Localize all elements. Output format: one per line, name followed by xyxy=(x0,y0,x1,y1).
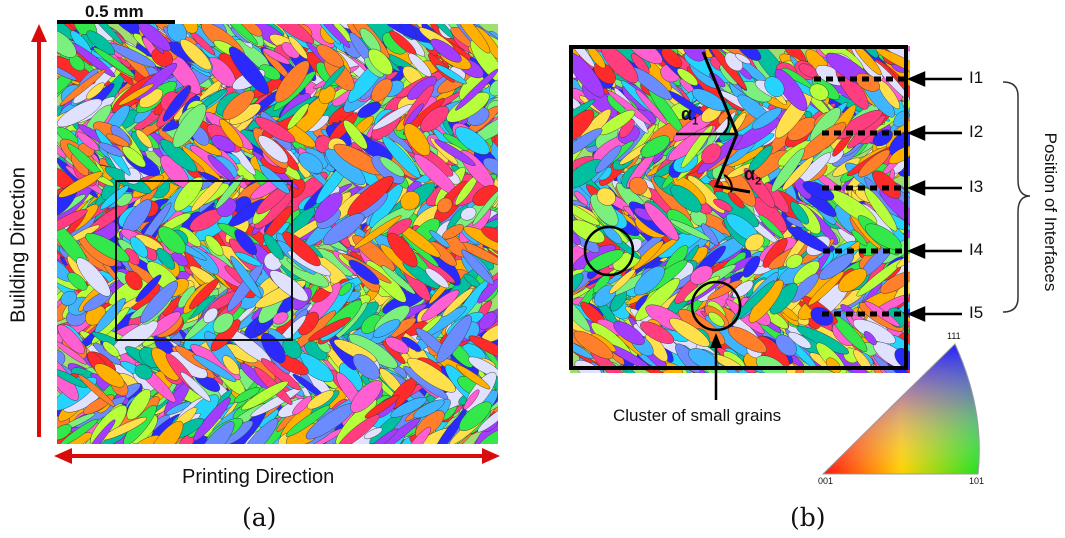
interface-label-i2: I2 xyxy=(969,122,984,141)
interface-label-i4: I4 xyxy=(969,240,984,259)
interface-arrows xyxy=(906,71,962,322)
cluster-of-small-grains-label: Cluster of small grains xyxy=(613,406,782,425)
alpha1-text: α1 xyxy=(681,104,699,128)
interface-label-i5: I5 xyxy=(969,303,984,322)
building-direction-arrow xyxy=(31,24,47,437)
region-of-interest-box xyxy=(115,180,293,341)
printing-direction-label: Printing Direction xyxy=(182,466,335,488)
scale-bar: 0.5 mm xyxy=(57,0,175,26)
scale-bar-line xyxy=(57,20,175,24)
ipf-label-101: 101 xyxy=(969,476,985,486)
panel-b-frame xyxy=(569,45,908,370)
panel-b-label: (b) xyxy=(790,503,826,532)
panel-a-label: (a) xyxy=(242,503,277,532)
position-of-interfaces-label: Position of Interfaces xyxy=(1041,132,1060,292)
alpha2-label: α2 xyxy=(744,164,761,188)
scale-bar-text: 0.5 mm xyxy=(85,2,144,21)
printing-direction-arrow xyxy=(54,448,500,464)
ebsd-micrograph-a xyxy=(57,24,498,444)
alpha1-label: α1 xyxy=(681,104,698,128)
interface-label-i1: I1 xyxy=(969,68,984,87)
building-direction-label: Building Direction xyxy=(7,167,30,323)
interface-label-i3: I3 xyxy=(969,177,984,196)
interfaces-brace xyxy=(1002,81,1031,313)
ipf-label-111: 111 xyxy=(947,331,961,341)
ipf-label-001: 001 xyxy=(818,476,834,486)
alpha2-text: α2 xyxy=(744,164,762,188)
